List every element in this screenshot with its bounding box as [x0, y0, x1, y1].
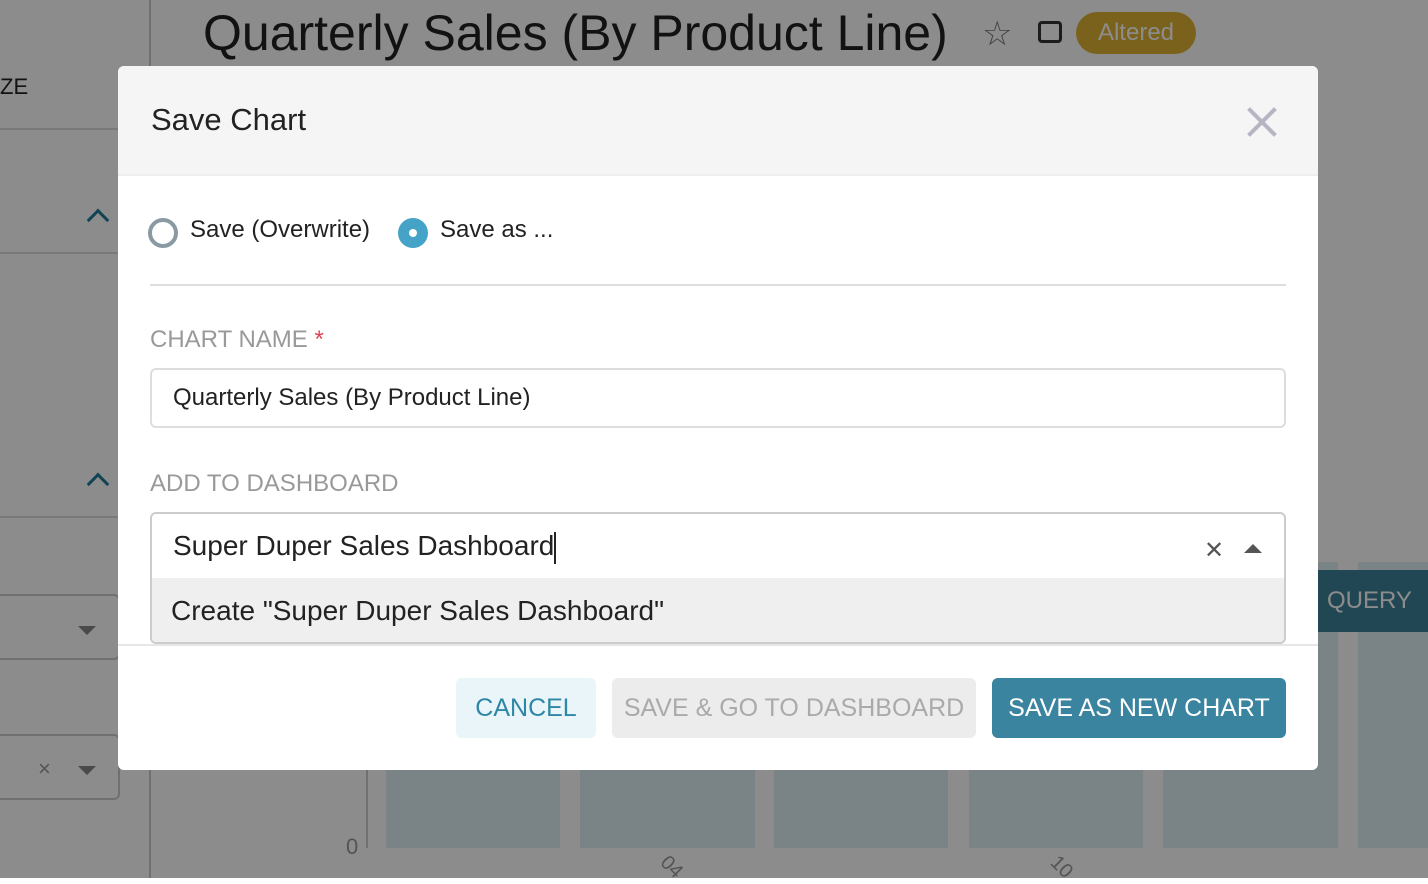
- divider: [150, 284, 1286, 286]
- footer-divider: [118, 644, 1318, 646]
- required-marker: *: [314, 326, 324, 353]
- radio-label-overwrite[interactable]: Save (Overwrite): [190, 216, 371, 243]
- modal-header: Save Chart: [118, 66, 1318, 176]
- clear-icon[interactable]: ✕: [1204, 537, 1225, 564]
- chart-name-label: CHART NAME *: [150, 326, 324, 354]
- run-query-button[interactable]: QUERY: [1300, 570, 1428, 632]
- star-icon[interactable]: ☆: [982, 15, 1013, 53]
- dashboard-input[interactable]: Super Duper Sales Dashboard: [173, 530, 557, 564]
- text-cursor: [554, 531, 557, 564]
- divider: [0, 252, 151, 254]
- modal-title: Save Chart: [151, 102, 307, 137]
- panel-label: ZE: [0, 74, 29, 99]
- close-icon[interactable]: [1246, 106, 1278, 138]
- edit-icon[interactable]: [1038, 21, 1062, 43]
- caret-up-icon[interactable]: [1244, 544, 1262, 553]
- caret-down-icon: [78, 766, 96, 775]
- status-badge: Altered: [1076, 12, 1196, 54]
- save-chart-modal: Save Chart Save (Overwrite) Save as ... …: [118, 66, 1318, 770]
- dropdown-option-create[interactable]: Create "Super Duper Sales Dashboard": [152, 578, 1284, 642]
- radio-save-as[interactable]: [398, 218, 428, 248]
- save-and-go-to-dashboard-button[interactable]: SAVE & GO TO DASHBOARD: [612, 678, 976, 738]
- divider: [0, 516, 151, 518]
- chart-name-label-text: CHART NAME: [150, 326, 308, 353]
- dashboard-select[interactable]: Super Duper Sales Dashboard ✕ Create "Su…: [150, 512, 1286, 644]
- chart-title[interactable]: Quarterly Sales (By Product Line): [203, 5, 948, 61]
- dashboard-label: ADD TO DASHBOARD: [150, 470, 399, 497]
- divider: [0, 128, 151, 130]
- save-as-new-chart-button[interactable]: SAVE AS NEW CHART: [992, 678, 1286, 738]
- cancel-button[interactable]: CANCEL: [456, 678, 596, 738]
- y-tick-label: 0: [346, 834, 359, 859]
- radio-label-save-as[interactable]: Save as ...: [440, 216, 554, 243]
- chart-name-input[interactable]: Quarterly Sales (By Product Line): [150, 368, 1286, 428]
- clear-icon[interactable]: ×: [38, 756, 51, 781]
- dashboard-input-text: Super Duper Sales Dashboard: [173, 530, 555, 561]
- radio-save-overwrite[interactable]: [148, 218, 178, 248]
- caret-down-icon: [78, 626, 96, 635]
